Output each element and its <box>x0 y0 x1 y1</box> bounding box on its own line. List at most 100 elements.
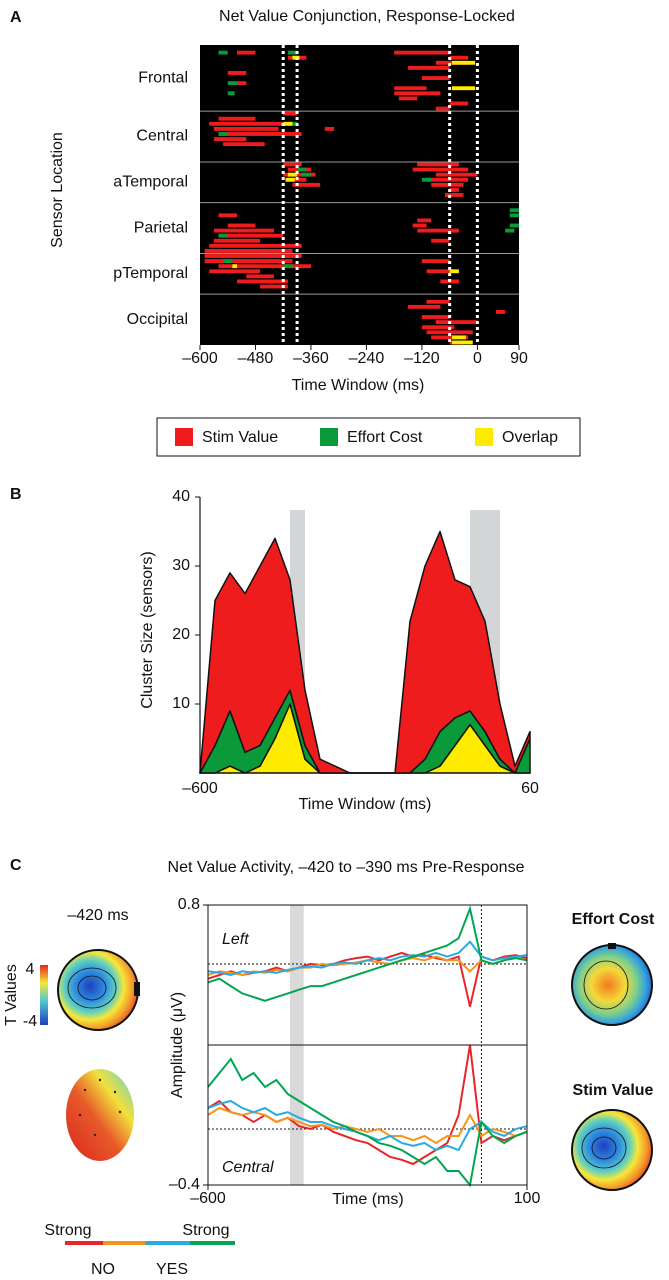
legend-box <box>156 417 581 457</box>
cluster-segment <box>421 315 450 319</box>
legend-side: NO <box>91 1261 115 1278</box>
cluster-segment <box>505 228 515 233</box>
topomap-effort <box>571 943 653 1026</box>
cluster-segment <box>449 101 469 106</box>
topomap-time: –420 ms <box>67 907 128 924</box>
cluster-segment <box>445 193 464 197</box>
y-category-label: Parietal <box>134 219 188 236</box>
y-category-label: Central <box>136 128 188 145</box>
erp-line <box>207 905 528 1002</box>
cluster-segment <box>417 162 459 167</box>
cluster-segment <box>398 96 418 101</box>
colorbar-tick: 4 <box>26 961 35 978</box>
cluster-segment <box>451 60 476 65</box>
cluster-segment <box>260 284 288 289</box>
legend-swatch <box>175 428 193 446</box>
plot-background <box>200 45 519 345</box>
cluster-segment <box>213 238 261 243</box>
y-tick-label: 40 <box>172 488 190 505</box>
legend-bar <box>190 1241 235 1245</box>
head-model <box>66 1069 134 1161</box>
cluster-segment <box>421 177 432 182</box>
cluster-segment <box>218 50 228 55</box>
panel-letter: B <box>10 486 22 503</box>
cluster-segment <box>204 259 293 264</box>
cluster-segment <box>283 121 293 126</box>
cluster-segment <box>218 132 302 136</box>
cluster-segment <box>451 340 473 345</box>
x-tick-label: –600 <box>182 350 218 367</box>
chart-title: Net Value Conjunction, Response-Locked <box>219 8 515 25</box>
cluster-segment <box>287 172 298 177</box>
y-tick-label: 0.8 <box>178 896 200 913</box>
x-axis-label: Time Window (ms) <box>292 377 425 394</box>
x-tick-label: 100 <box>514 1190 541 1207</box>
x-tick-label: 0 <box>473 350 482 367</box>
chart-title: Net Value Activity, –420 to –390 ms Pre-… <box>168 859 525 876</box>
y-category-label: Occipital <box>127 311 188 328</box>
area <box>199 530 531 774</box>
cluster-segment <box>431 238 450 243</box>
cluster-segment <box>394 91 441 96</box>
cluster-segment <box>426 299 450 304</box>
plot-frame <box>207 904 528 1046</box>
legend-label: Stim Value <box>202 429 278 446</box>
cluster-segment <box>227 81 237 86</box>
cluster-segment <box>421 325 455 330</box>
y-tick-label: 10 <box>172 695 190 712</box>
y-axis-label: Sensor Location <box>49 132 66 248</box>
x-tick-label: 90 <box>510 350 528 367</box>
cluster-segment <box>283 264 293 269</box>
cluster-segment <box>449 269 459 274</box>
cluster-segment <box>213 228 274 233</box>
cluster-segment <box>209 243 302 248</box>
cluster-segment <box>204 248 293 253</box>
legend-swatch <box>475 428 493 446</box>
cluster-segment <box>218 233 284 238</box>
x-tick-label: –360 <box>293 350 329 367</box>
cluster-segment <box>223 142 265 147</box>
x-tick-label: –480 <box>238 350 274 367</box>
cluster-segment <box>431 182 464 187</box>
x-tick-label: 60 <box>521 780 539 797</box>
x-tick-label: –600 <box>190 1190 226 1207</box>
x-axis-label: Time Window (ms) <box>299 796 432 813</box>
cluster-segment <box>297 167 307 172</box>
legend-bar <box>103 1241 145 1245</box>
legend-end: Strong <box>44 1222 91 1239</box>
cluster-segment <box>292 182 321 187</box>
legend-end: Strong <box>182 1222 229 1239</box>
cluster-segment <box>209 121 284 126</box>
cluster-segment <box>204 254 302 258</box>
legend-side: YES <box>156 1261 188 1278</box>
erp-line <box>207 940 528 977</box>
cluster-segment <box>218 264 311 269</box>
cluster-segment <box>283 162 302 167</box>
cluster-segment <box>209 269 261 274</box>
cluster-segment <box>435 172 478 177</box>
cluster-segment <box>435 106 450 111</box>
cluster-segment <box>246 274 274 279</box>
cluster-segment <box>213 126 279 131</box>
cluster-segment <box>218 132 228 136</box>
topomap-title: Effort Cost <box>572 911 655 928</box>
cluster-segment <box>236 279 288 284</box>
cluster-segment <box>301 172 311 177</box>
cluster-segment <box>223 259 233 264</box>
cluster-segment <box>408 304 441 309</box>
cluster-segment <box>287 50 298 55</box>
cluster-segment <box>227 91 235 96</box>
x-tick-label: –600 <box>182 780 218 797</box>
cluster-segment <box>449 55 469 60</box>
y-category-label: Frontal <box>138 69 188 86</box>
cluster-segment <box>449 187 459 192</box>
y-tick-label: –0.4 <box>169 1176 200 1193</box>
cluster-segment <box>283 111 298 116</box>
panel-letter: C <box>10 857 22 874</box>
plot-frame <box>207 1044 528 1186</box>
cluster-segment <box>218 213 237 218</box>
y-tick-label: 30 <box>172 557 190 574</box>
topomap-stim <box>571 1109 653 1191</box>
